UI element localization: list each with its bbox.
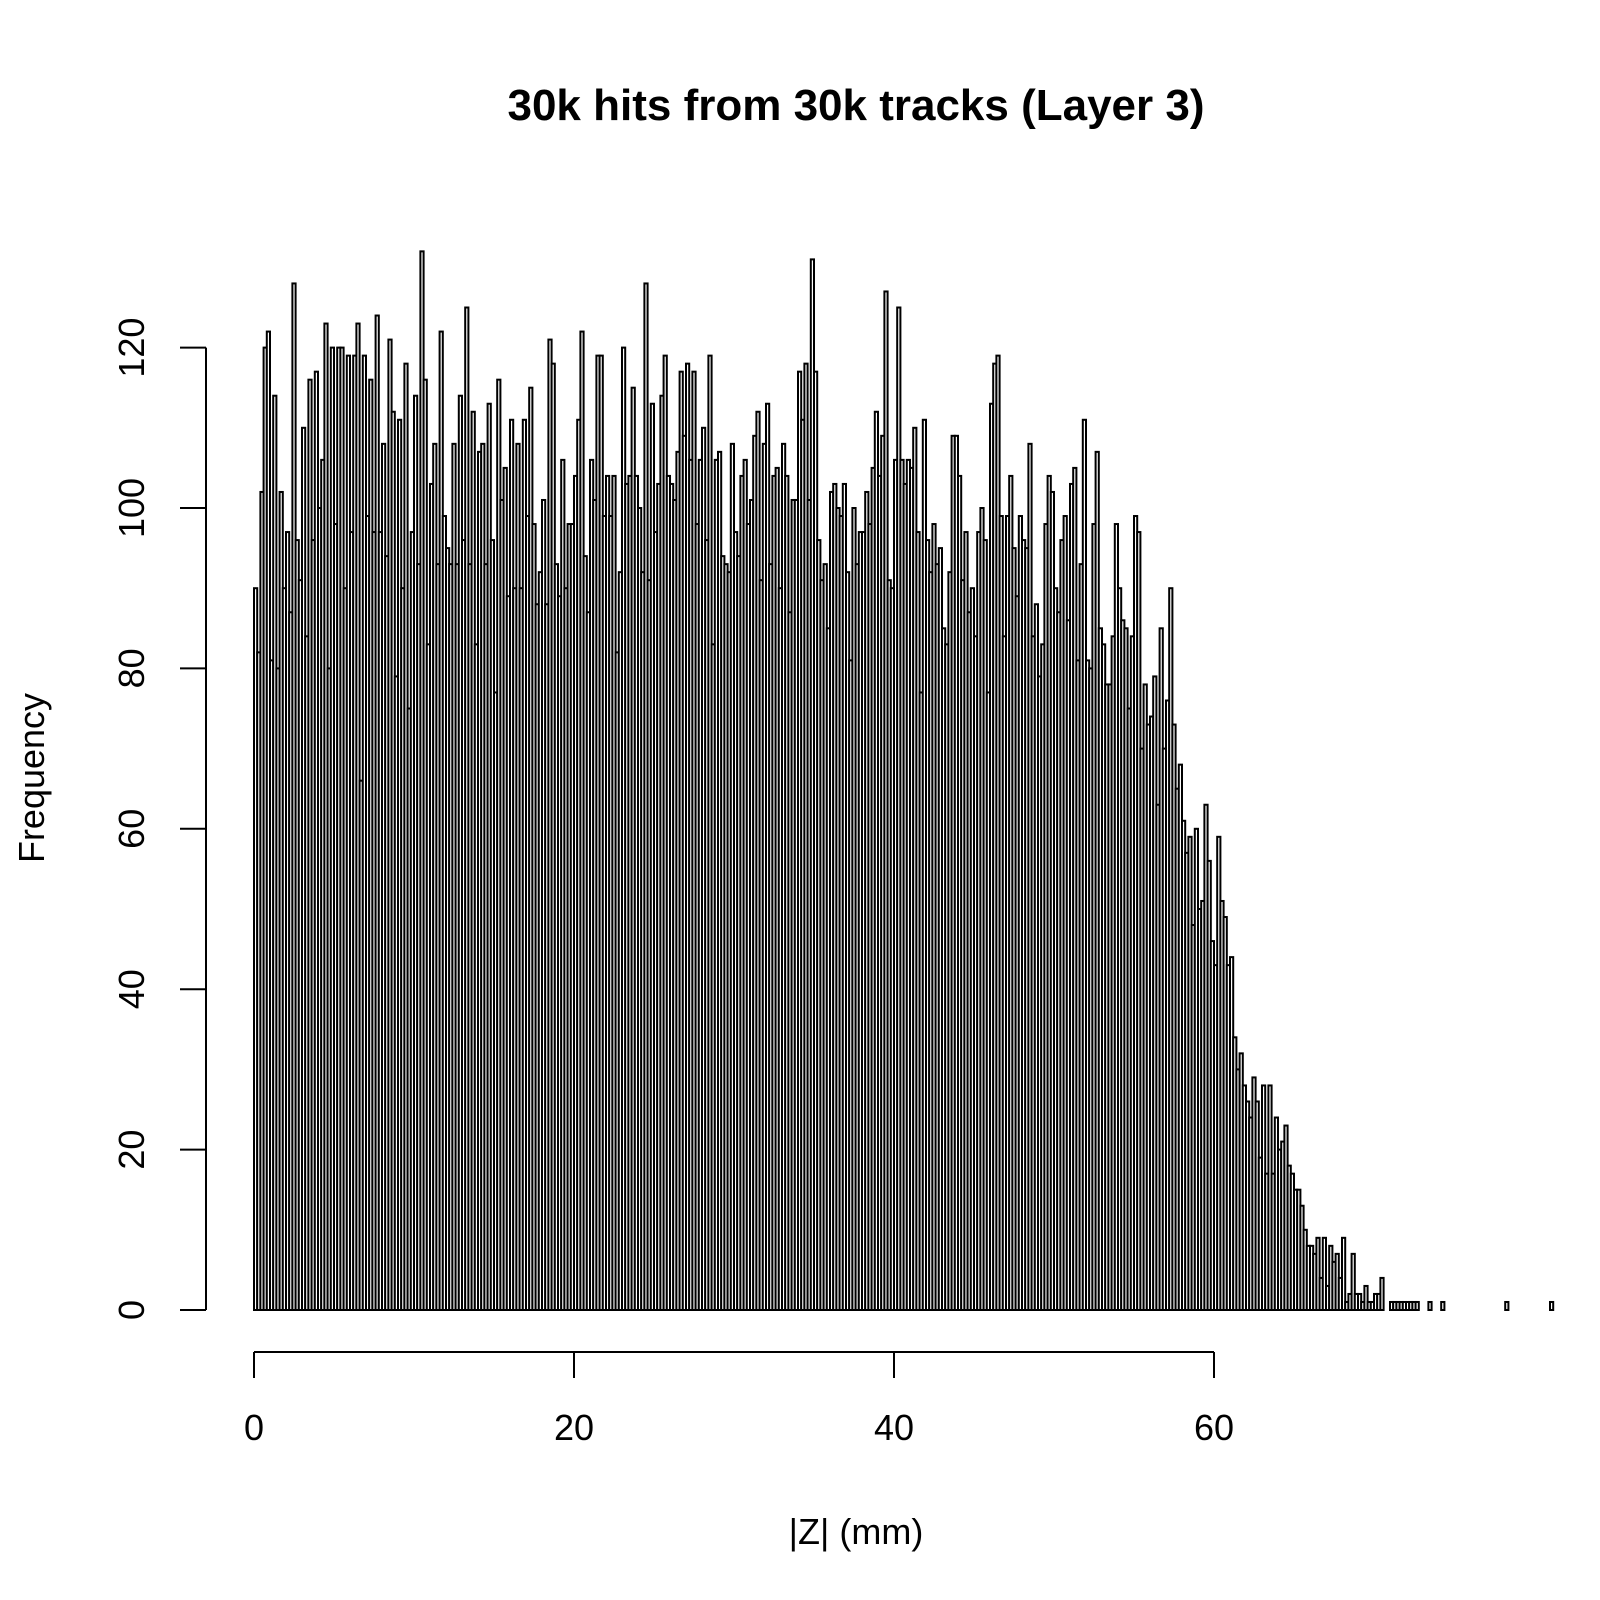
x-axis: 0 20 40 60 <box>244 1351 1234 1448</box>
y-tick-label: 20 <box>111 1130 152 1170</box>
y-tick-label: 40 <box>111 969 152 1009</box>
y-tick-label: 60 <box>111 809 152 849</box>
y-axis-label: Frequency <box>11 693 52 863</box>
histogram-bar <box>1363 1284 1369 1311</box>
y-tick-label: 100 <box>111 478 152 538</box>
x-tick-label: 40 <box>874 1407 914 1448</box>
histogram-bar <box>1379 1276 1385 1312</box>
y-tick-label: 80 <box>111 648 152 688</box>
x-tick-label: 0 <box>244 1407 264 1448</box>
histogram-bar <box>1504 1300 1510 1311</box>
x-axis-label: |Z| (mm) <box>789 1511 924 1552</box>
histogram-bar <box>1440 1300 1446 1311</box>
histogram-bar <box>1549 1300 1555 1311</box>
y-tick-label: 0 <box>111 1300 152 1320</box>
bars-group <box>253 250 1555 1312</box>
x-tick-label: 60 <box>1194 1407 1234 1448</box>
histogram-bar <box>1414 1300 1420 1311</box>
histogram-bar <box>1341 1236 1347 1311</box>
chart-title: 30k hits from 30k tracks (Layer 3) <box>507 81 1204 130</box>
y-tick-label: 120 <box>111 318 152 378</box>
histogram-bar <box>1350 1252 1356 1311</box>
histogram-bar <box>1321 1236 1328 1311</box>
x-tick-label: 20 <box>554 1407 594 1448</box>
y-axis: 0 20 40 60 80 100 120 <box>111 318 207 1320</box>
histogram-bar <box>1315 1236 1321 1311</box>
histogram-bar <box>1427 1300 1433 1311</box>
